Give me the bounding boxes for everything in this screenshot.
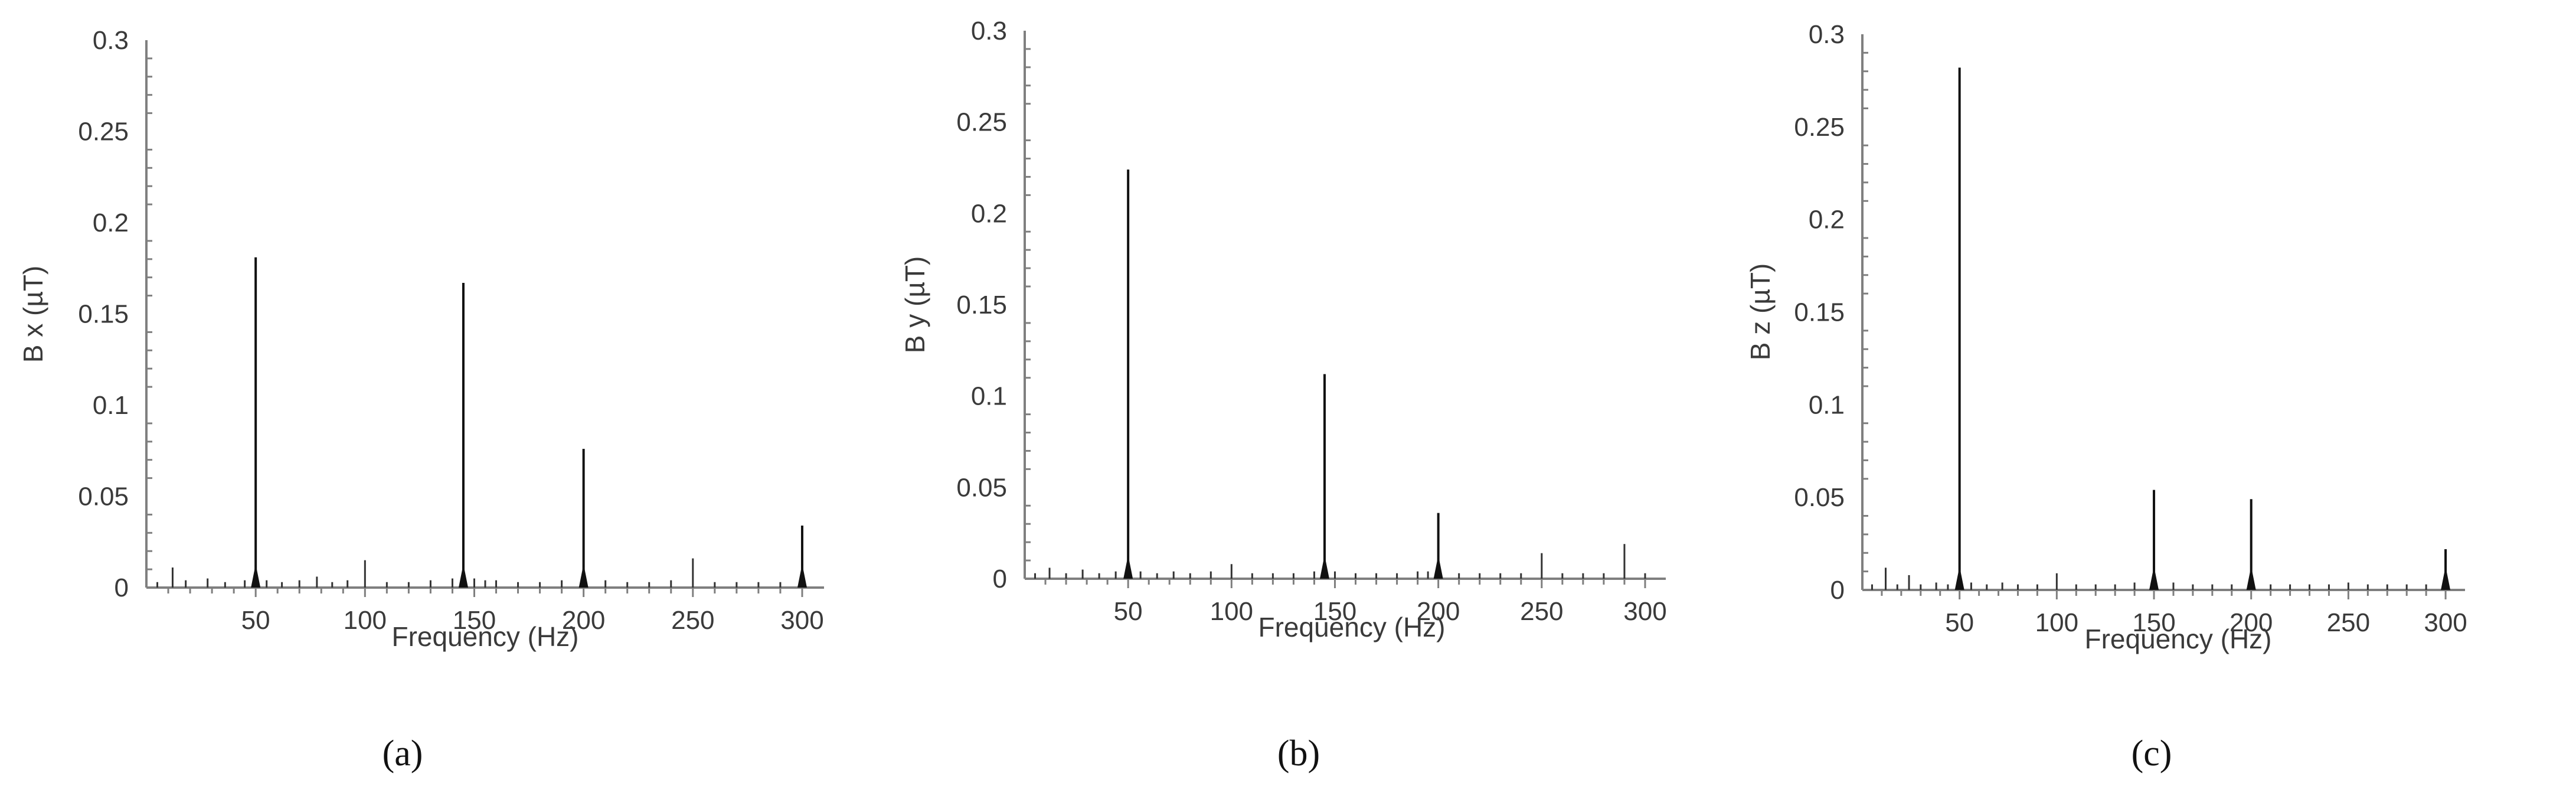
x-tick-label: 200 [562, 606, 605, 635]
tick-label-group: 0 0.05 0.1 0.15 0.2 0.25 0.3 50 100 150 200 250 300 [1794, 20, 2467, 637]
tick-group [146, 57, 803, 597]
x-tick-label: 150 [1313, 597, 1356, 626]
tick-group [1025, 48, 1646, 588]
y-tick-label: 0.15 [1794, 298, 1845, 327]
series-marks [156, 257, 807, 588]
x-axis-label: Frequency (Hz) [2085, 624, 2272, 654]
y-tick-label: 0.1 [93, 391, 129, 420]
x-tick-label: 100 [2035, 608, 2078, 637]
x-tick-label: 150 [453, 606, 496, 635]
x-tick-label: 250 [1520, 597, 1563, 626]
y-tick-label: 0 [1830, 576, 1845, 605]
y-tick-label: 0.05 [1794, 483, 1845, 512]
tick-label-group: 0 0.05 0.1 0.15 0.2 0.25 0.3 50 100 150 200 250 300 [78, 26, 823, 635]
x-tick-label: 100 [1210, 597, 1253, 626]
x-tick-label: 300 [780, 606, 823, 635]
tick-group [1862, 51, 2447, 599]
peak-base [2246, 566, 2256, 590]
y-tick-label: 0.1 [1809, 390, 1845, 419]
y-tick-label: 0.3 [93, 26, 129, 55]
peak-base [251, 564, 261, 588]
y-tick-label: 0.25 [78, 118, 129, 146]
y-axis-label: B y (µT) [900, 256, 930, 353]
y-tick-label: 0 [115, 573, 129, 602]
panel-label: (a) [383, 733, 423, 774]
x-tick-label: 200 [1417, 597, 1460, 626]
peak-base [2149, 566, 2159, 590]
x-tick-label: 250 [2327, 608, 2370, 637]
y-tick-label: 0.2 [971, 199, 1007, 228]
peak-base [1319, 555, 1329, 579]
x-tick-label: 100 [344, 606, 387, 635]
tick-label-group: 0 0.05 0.1 0.15 0.2 0.25 0.3 50 100 150 200 250 300 [956, 17, 1666, 626]
x-tick-label: 250 [671, 606, 714, 635]
x-tick-label: 200 [2230, 608, 2273, 637]
peak-base [797, 564, 807, 588]
peak-base [1433, 555, 1443, 579]
x-axis-label: Frequency (Hz) [1258, 612, 1446, 643]
chart-panel-c: 00.050.10.150.20.250.350 100 150 200 250 300 … [1745, 20, 2467, 774]
x-tick-label: 50 [1945, 608, 1974, 637]
y-tick-label: 0.3 [1809, 20, 1845, 49]
y-tick-label: 0.3 [971, 17, 1007, 45]
y-tick-label: 0.1 [971, 382, 1007, 411]
y-tick-label: 0 [993, 565, 1007, 593]
x-tick-label: 50 [241, 606, 270, 635]
y-tick-label: 0.25 [956, 108, 1007, 137]
y-axis-label: B x (µT) [18, 266, 48, 363]
y-tick-label: 0.05 [956, 473, 1007, 502]
y-tick-label: 0.05 [78, 482, 129, 511]
chart-panel-b: 00.050.10.150.20.250.350 100 150 200 250 300 … [900, 17, 1667, 774]
peak-base [2441, 566, 2451, 590]
y-axis-label: B z (µT) [1745, 263, 1776, 360]
y-tick-label: 0.25 [1794, 113, 1845, 142]
y-tick-label: 0.2 [93, 208, 129, 237]
x-axis-label: Frequency (Hz) [392, 621, 579, 652]
x-tick-label: 150 [2132, 608, 2175, 637]
peak-base [1123, 555, 1133, 579]
peak-base [458, 564, 468, 588]
panel-label: (b) [1277, 733, 1320, 774]
chart-panel-a: 00.050.10.150.20.250.350 100 150 200 250 300 … [18, 26, 824, 774]
y-tick-label: 0.2 [1809, 206, 1845, 234]
panel-label: (c) [2132, 733, 2172, 774]
y-tick-label: 0.15 [78, 300, 129, 329]
x-tick-label: 300 [2424, 608, 2467, 637]
y-tick-label: 0.15 [956, 291, 1007, 319]
peak-base [1954, 566, 1964, 590]
x-tick-label: 50 [1114, 597, 1143, 626]
x-tick-label: 300 [1623, 597, 1666, 626]
peak-base [578, 564, 589, 588]
series-marks [1871, 67, 2451, 590]
series-marks [1034, 169, 1646, 579]
